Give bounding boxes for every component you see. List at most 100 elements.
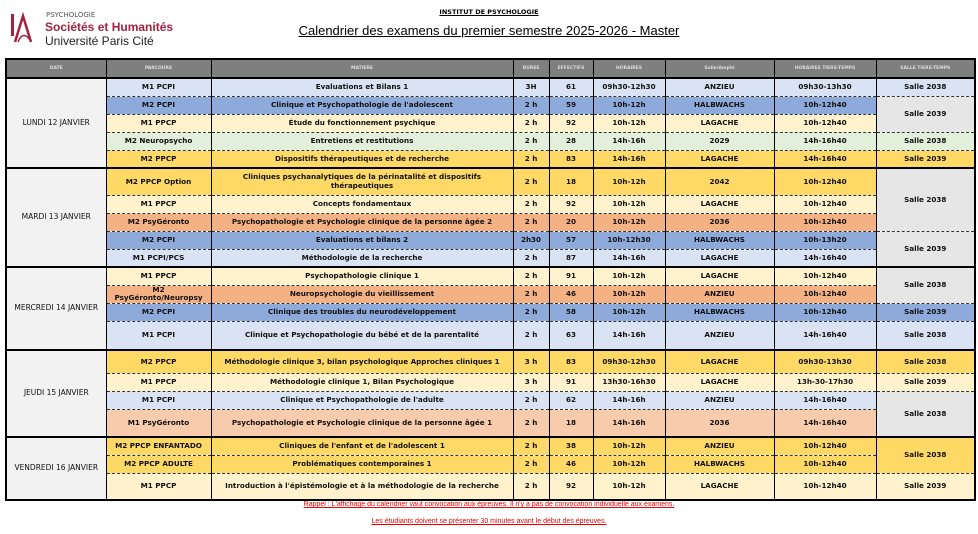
horaires-cell: 10h-12h	[592, 96, 666, 115]
horaires-cell: 10h-12h	[592, 285, 666, 304]
salle-tiers-temps-cell: Salle 2038	[875, 391, 976, 438]
effectif-cell: 28	[548, 132, 594, 151]
column-header: Salle/Amphi	[664, 59, 775, 79]
horaires-tt-cell: 10h-12h40	[773, 437, 877, 456]
parcours-cell: M2 PsyGéronto	[105, 213, 212, 232]
table-row: M2 PCPI Clinique des troubles du neurodév…	[6, 303, 976, 322]
table-row: VENDREDI 16 JANVIER M2 PPCP ENFANTADO Clin…	[5, 437, 976, 501]
parcours-cell: M2 PPCP	[105, 150, 212, 169]
salle-cell: ANZIEU	[664, 285, 775, 304]
date-cell: JEUDI 15 JANVIER	[5, 350, 107, 438]
parcours-cell: M2 PsyGéronto/Neuropsy	[105, 285, 212, 304]
logo-line1: Sociétés et Humanités	[45, 20, 174, 34]
horaires-tt-cell: 14h-16h40	[773, 391, 877, 410]
parcours-cell: M2 PCPI	[105, 96, 212, 115]
parcours-cell: M2 PPCP ENFANTADO	[105, 437, 212, 456]
matiere-cell: Evaluations et bilans 2	[210, 231, 514, 250]
matiere-cell: Introduction à l'épistémologie et à la m…	[210, 473, 514, 501]
effectif-cell: 87	[548, 249, 594, 268]
duree-cell: 2 h	[512, 213, 550, 232]
effectif-cell: 20	[548, 213, 594, 232]
parcours-cell: M1 PPCP	[105, 373, 212, 392]
horaires-cell: 14h-16h	[592, 249, 666, 268]
salle-tiers-temps-cell: Salle 2039	[875, 473, 976, 501]
table-row: M2 PCPI Evaluations et bilans 2 2h30 57 10h-…	[6, 231, 976, 268]
parcours-cell: M2 PCPI	[105, 231, 212, 250]
reminder-note: Rappel : L'affichage du calendrier vaut …	[303, 501, 675, 508]
parcours-cell: M2 PCPI	[105, 303, 212, 322]
column-header: HORAIRES TIERS-TEMPS	[773, 59, 877, 79]
table-row: MERCREDI 14 JANVIER M1 PPCP Psychopatholog…	[5, 267, 976, 351]
column-header: SALLE TIERS-TEMPS	[875, 59, 976, 79]
salle-tiers-temps-cell: Salle 2039	[875, 373, 976, 392]
salle-tiers-temps-cell: Salle 2038	[875, 350, 976, 374]
matiere-cell: Méthodologie de la recherche	[210, 249, 514, 268]
parcours-cell: M1 PPCP	[105, 114, 212, 133]
horaires-cell: 10h-12h	[592, 168, 666, 196]
table-row: M1 PsyGéronto Psychopathologie et Psychol…	[6, 409, 975, 438]
salle-cell: 2029	[664, 132, 775, 151]
duree-cell: 2 h	[512, 150, 550, 169]
horaires-cell: 09h30-12h30	[592, 78, 666, 97]
horaires-tt-cell: 10h-12h40	[773, 303, 877, 322]
column-header: MATIERE	[210, 59, 514, 79]
horaires-tt-cell: 14h-16h40	[773, 321, 877, 351]
salle-cell: LAGACHE	[664, 114, 775, 133]
duree-cell: 2 h	[512, 195, 550, 214]
logo-subtitle: PSYCHOLOGIE	[46, 11, 96, 19]
matiere-cell: Cliniques psychanalytiques de la périnat…	[210, 168, 514, 196]
salle-cell: ANZIEU	[664, 391, 775, 410]
horaires-cell: 10h-12h	[592, 455, 666, 474]
salle-cell: 2042	[664, 168, 775, 196]
effectif-cell: 46	[548, 455, 594, 474]
horaires-cell: 10h-12h	[592, 114, 666, 133]
table-row: M2 PCPI Clinique et Psychopathologie de l…	[6, 96, 976, 133]
matiere-cell: Entretiens et restitutions	[210, 132, 514, 151]
university-logo: PSYCHOLOGIE Sociétés et Humanités Univer…	[10, 8, 180, 48]
matiere-cell: Clinique et Psychopathologie de l'adoles…	[210, 96, 514, 115]
horaires-tt-cell: 09h30-13h30	[773, 78, 877, 97]
salle-cell: HALBWACHS	[664, 303, 775, 322]
matiere-cell: Psychopathologie clinique 1	[210, 267, 514, 286]
effectif-cell: 59	[548, 96, 594, 115]
page-title: Calendrier des examens du premier semest…	[298, 23, 680, 38]
horaires-cell: 14h-16h	[592, 150, 666, 169]
parcours-cell: M1 PCPI/PCS	[105, 249, 212, 268]
duree-cell: 2 h	[512, 437, 550, 456]
date-cell: MARDI 13 JANVIER	[5, 168, 107, 268]
salle-cell: LAGACHE	[664, 249, 775, 268]
salle-tiers-temps-cell: Salle 2039	[875, 303, 976, 322]
table-row: M2 PsyGéronto/Neuropsy Neuropsychologie d…	[6, 285, 975, 304]
effectif-cell: 61	[548, 78, 594, 97]
salle-cell: LAGACHE	[664, 150, 775, 169]
salle-cell: ANZIEU	[664, 321, 775, 351]
salle-cell: LAGACHE	[664, 350, 775, 374]
table-row: M2 Neuropsycho Entretiens et restitutions…	[6, 132, 976, 151]
parcours-cell: M2 PPCP Option	[105, 168, 212, 196]
horaires-tt-cell: 10h-12h40	[773, 96, 877, 115]
salle-tiers-temps-cell: Salle 2038	[875, 132, 976, 151]
salle-cell: 2036	[664, 213, 775, 232]
column-header: PARCOURS	[105, 59, 212, 79]
duree-cell: 2 h	[512, 473, 550, 501]
horaires-cell: 09h30-12h30	[592, 350, 666, 374]
parcours-cell: M2 Neuropsycho	[105, 132, 212, 151]
horaires-cell: 14h-16h	[592, 132, 666, 151]
horaires-tt-cell: 10h-12h40	[773, 168, 877, 196]
effectif-cell: 91	[548, 267, 594, 286]
effectif-cell: 18	[548, 409, 594, 438]
duree-cell: 2 h	[512, 114, 550, 133]
horaires-tt-cell: 09h30-13h30	[773, 350, 877, 374]
matiere-cell: Étude du fonctionnement psychique	[210, 114, 514, 133]
horaires-tt-cell: 14h-16h40	[773, 249, 877, 268]
table-row: JEUDI 15 JANVIER M2 PPCP Méthodologie clin…	[5, 350, 976, 438]
table-row: M2 PPCP ADULTE Problématiques contemporai…	[6, 455, 975, 474]
duree-cell: 2 h	[512, 455, 550, 474]
horaires-tt-cell: 10h-12h40	[773, 285, 877, 304]
parcours-cell: M1 PCPI	[105, 78, 212, 97]
salle-tiers-temps-cell: Salle 2038	[875, 78, 976, 97]
duree-cell: 2 h	[512, 391, 550, 410]
effectif-cell: 92	[548, 114, 594, 133]
salle-tiers-temps-cell: Salle 2038	[875, 267, 976, 304]
effectif-cell: 46	[548, 285, 594, 304]
